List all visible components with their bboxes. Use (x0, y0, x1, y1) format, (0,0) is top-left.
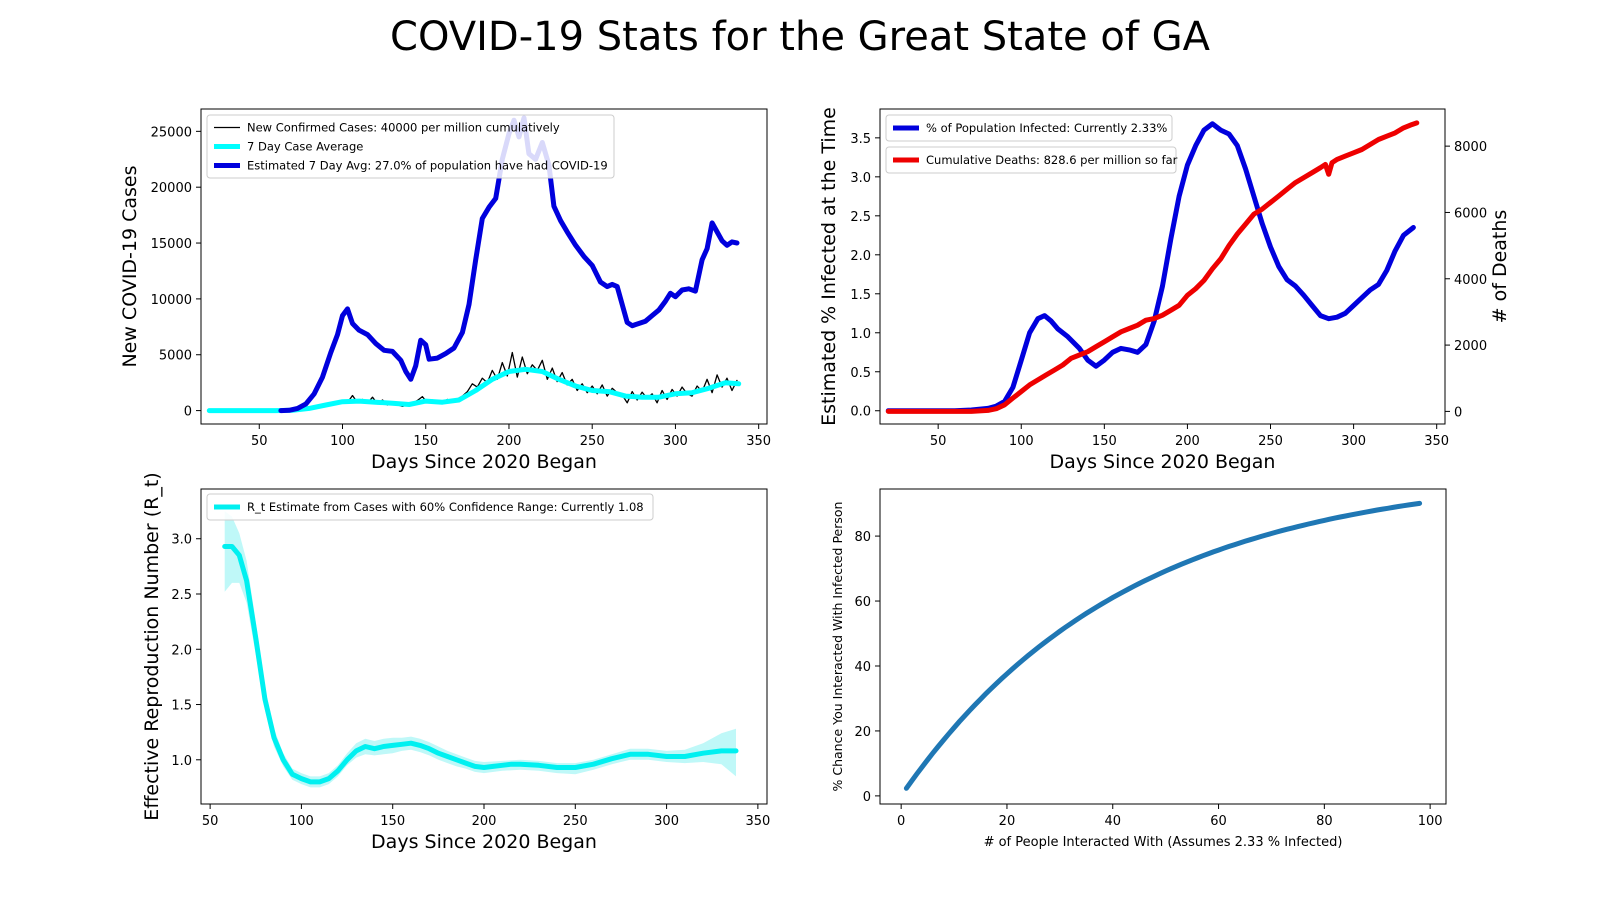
rt-ytick-label: 3.0 (171, 533, 192, 548)
infected_deaths-right-legend (885, 146, 1177, 174)
chance-plot-area (903, 500, 1423, 791)
rt-legend (206, 493, 654, 521)
series-deaths (885, 120, 1420, 414)
chance-xtick-label: 100 (1418, 814, 1443, 829)
rt-xtick-label: 350 (745, 814, 770, 829)
rt-chart: 50 100 150 200 250 300 350 1.0 1.5 2.0 2.5 3.0 Days … (141, 472, 770, 853)
cases-ytick-label: 15000 (151, 237, 192, 252)
infected_deaths-y2tick-label: 2000 (1454, 339, 1487, 354)
cases-xtick-label: 100 (330, 434, 355, 449)
rt-plot-area (222, 511, 739, 788)
cases-xtick-label: 200 (497, 434, 522, 449)
rt-ytick-label: 1.5 (171, 699, 192, 714)
infected_deaths-left-legend (885, 114, 1173, 142)
chance-frame (879, 488, 1447, 805)
chance-ytick-label: 20 (854, 725, 871, 740)
cases-legend-label: 7 Day Case Average (247, 140, 363, 154)
rt-xtick-label: 200 (472, 814, 497, 829)
infected_deaths-ytick-label: 3.0 (850, 171, 871, 186)
cases-xtick-label: 300 (663, 434, 688, 449)
cases-ytick-label: 0 (184, 405, 192, 420)
infected_deaths-y2tick-label: 4000 (1454, 273, 1487, 288)
rt-legend-label: R_t Estimate from Cases with 60% Confide… (247, 500, 644, 514)
infected_deaths-xtick-label: 200 (1175, 434, 1200, 449)
series-probability (903, 500, 1423, 791)
infected_deaths-ytick-label: 0.0 (850, 405, 871, 420)
figure-title: COVID-19 Stats for the Great State of GA (390, 14, 1211, 60)
infected_deaths-xtick-label: 300 (1341, 434, 1366, 449)
series-daily (208, 351, 738, 412)
rt-xlabel: Days Since 2020 Began (371, 831, 597, 853)
infected_deaths-ytick-label: 0.5 (850, 366, 871, 381)
series-avg (206, 366, 742, 414)
cases-ytick-label: 5000 (159, 349, 192, 364)
chance-xtick-label: 40 (1104, 814, 1121, 829)
cases-legend-label: Estimated 7 Day Avg: 27.0% of population… (247, 159, 608, 173)
infected_deaths-frame (879, 108, 1446, 425)
cases-frame (200, 108, 768, 425)
chance-ytick-label: 60 (854, 595, 871, 610)
chance-xtick-label: 20 (999, 814, 1016, 829)
infected_deaths-xtick-label: 50 (930, 434, 947, 449)
chance-ytick-label: 40 (854, 660, 871, 675)
series-infected (885, 121, 1416, 414)
cases-ylabel: New COVID-19 Cases (119, 165, 141, 367)
chance-xtick-label: 60 (1210, 814, 1227, 829)
rt-xtick-label: 50 (202, 814, 219, 829)
infected_deaths-y2label: # of Deaths (1489, 210, 1511, 324)
infected_deaths-y2tick-label: 8000 (1454, 140, 1487, 155)
chance-chart: 0 20 40 60 80 100 0 20 40 60 80 # of People Interac… (830, 488, 1447, 850)
rt-confidence-band (224, 511, 736, 788)
cases-xtick-label: 150 (413, 434, 438, 449)
infected_deaths-plot-area (885, 120, 1420, 414)
infected_deaths-y2tick-label: 6000 (1454, 206, 1487, 221)
infected_deaths-right-legend-label: Cumulative Deaths: 828.6 per million so … (926, 153, 1178, 167)
chance-ytick-label: 0 (863, 790, 871, 805)
rt-xtick-label: 300 (654, 814, 679, 829)
chance-ytick-label: 80 (854, 530, 871, 545)
rt-xtick-label: 150 (380, 814, 405, 829)
rt-frame (200, 488, 768, 805)
cases-xtick-label: 50 (251, 434, 268, 449)
cases-chart: 50 100 150 200 250 300 350 0 5000 10000 15000 20000… (119, 108, 771, 473)
rt-ytick-label: 1.0 (171, 754, 192, 769)
cases-xlabel: Days Since 2020 Began (371, 451, 597, 473)
cases-legend (206, 114, 615, 179)
infected_deaths-ytick-label: 2.0 (850, 249, 871, 264)
rt-xtick-label: 100 (289, 814, 314, 829)
infected_deaths-xlabel: Days Since 2020 Began (1050, 451, 1276, 473)
infected_deaths-ylabel: Estimated % Infected at the Time (818, 107, 840, 426)
infected_deaths-ytick-label: 1.0 (850, 327, 871, 342)
rt-xtick-label: 250 (563, 814, 588, 829)
infected_deaths-y2tick-label: 0 (1454, 405, 1462, 420)
chance-ylabel: % Chance You Interacted With Infected Pe… (830, 502, 845, 792)
cases-ytick-label: 10000 (151, 293, 192, 308)
cases-xtick-label: 250 (580, 434, 605, 449)
rt-ytick-label: 2.0 (171, 643, 192, 658)
infected_deaths-left-legend-label: % of Population Infected: Currently 2.33… (926, 121, 1167, 135)
infected_deaths-xtick-label: 250 (1258, 434, 1283, 449)
chance-xtick-label: 80 (1316, 814, 1333, 829)
infected_deaths-xtick-label: 350 (1424, 434, 1449, 449)
chance-xtick-label: 0 (897, 814, 905, 829)
infected_deaths-ytick-label: 1.5 (850, 288, 871, 303)
cases-xtick-label: 350 (746, 434, 771, 449)
series-rt (222, 544, 739, 785)
infected_deaths-xtick-label: 150 (1092, 434, 1117, 449)
infected_deaths-ytick-label: 3.5 (850, 132, 871, 147)
rt-ytick-label: 2.5 (171, 588, 192, 603)
infected_deaths-xtick-label: 100 (1009, 434, 1034, 449)
rt-ylabel: Effective Reproduction Number (R_t) (141, 472, 163, 820)
cases-legend-label: New Confirmed Cases: 40000 per million c… (247, 121, 560, 135)
infected-deaths-chart: 50 100 150 200 250 300 350 0.0 0.5 1.0 1.5 2.0 2.5 3.… (818, 107, 1511, 473)
cases-ytick-label: 20000 (151, 181, 192, 196)
cases-ytick-label: 25000 (151, 125, 192, 140)
chance-xlabel: # of People Interacted With (Assumes 2.3… (984, 835, 1343, 850)
infected_deaths-ytick-label: 2.5 (850, 210, 871, 225)
